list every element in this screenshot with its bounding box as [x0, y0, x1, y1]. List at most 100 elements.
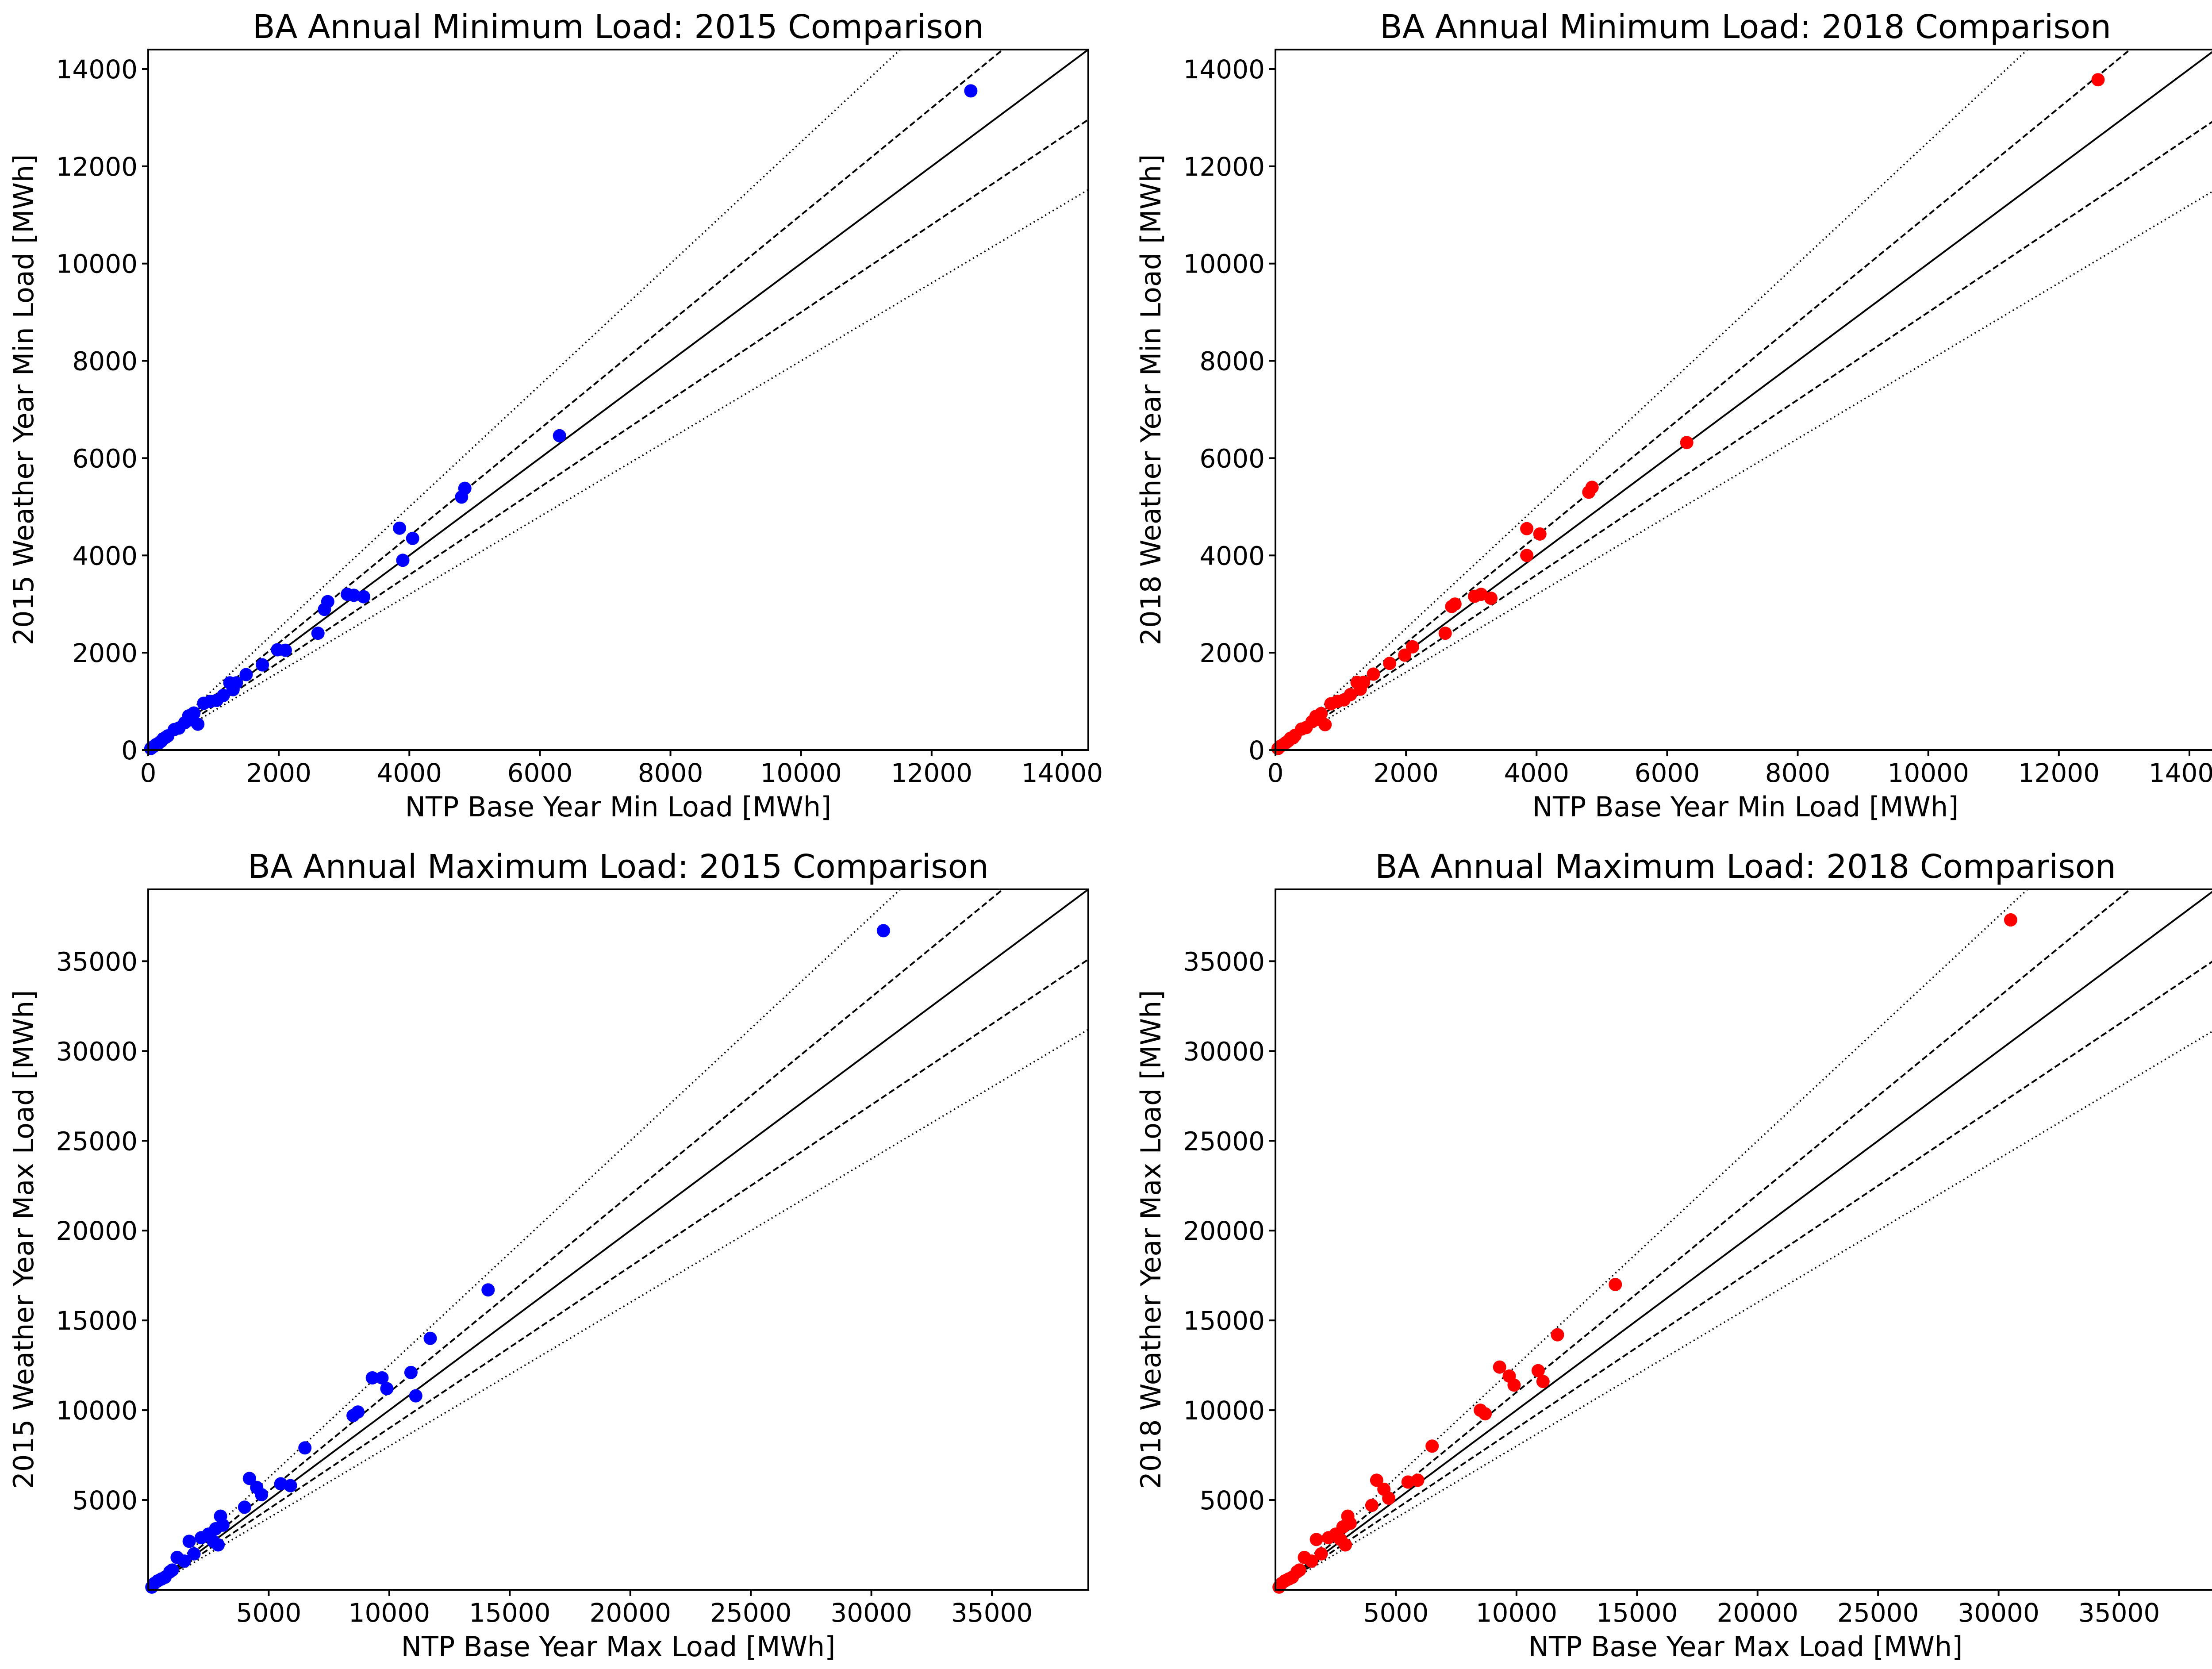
scatter-point	[1520, 549, 1534, 562]
y-tick-label: 35000	[1183, 946, 1265, 977]
y-tick-label: 10000	[56, 249, 138, 279]
y-tick-label: 4000	[1199, 541, 1265, 571]
x-tick-label: 14000	[1022, 758, 1103, 788]
x-tick-label: 25000	[710, 1598, 792, 1628]
reference-line-identity	[148, 50, 1088, 750]
x-axis-label: NTP Base Year Max Load [MWh]	[401, 1631, 836, 1663]
x-tick-label: 12000	[2018, 758, 2100, 788]
scatter-point	[409, 1389, 422, 1403]
chart-max-2015: 5000 10000 15000 20000 25000 30000 35000 5000 10…	[8, 848, 1089, 1663]
scatter-point	[321, 595, 334, 608]
chart-title: BA Annual Maximum Load: 2015 Comparison	[248, 848, 989, 886]
x-tick-label: 20000	[1717, 1598, 1798, 1628]
chart-title: BA Annual Minimum Load: 2015 Comparison	[253, 8, 984, 46]
scatter-point	[1357, 676, 1371, 689]
scatter-point	[351, 1405, 365, 1419]
y-tick-label: 30000	[1183, 1036, 1265, 1066]
scatter-point	[1520, 522, 1534, 535]
x-tick-label: 10000	[1476, 1598, 1558, 1628]
chart-min-2015: 0 2000 4000 6000 8000 10000 12000 14000 0 2000 400…	[8, 8, 1103, 823]
x-tick-label: 8000	[638, 758, 703, 788]
scatter-point	[1680, 436, 1694, 450]
scatter-point	[1438, 627, 1452, 640]
x-tick-label: 15000	[469, 1598, 551, 1628]
scatter-point	[1536, 1375, 1550, 1388]
y-tick-label: 20000	[56, 1216, 138, 1246]
reference-line-upper-10pct	[1275, 50, 2131, 750]
scatter-points	[145, 924, 890, 1594]
scatter-point	[255, 1488, 269, 1501]
x-tick-label: 10000	[349, 1598, 430, 1628]
scatter-point	[1343, 1516, 1357, 1530]
plot-frame	[1275, 888, 2212, 1591]
scatter-point	[423, 1331, 437, 1345]
scatter-point	[393, 521, 407, 535]
scatter-point	[1507, 1378, 1521, 1392]
x-tick-label: 6000	[1635, 758, 1700, 788]
y-tick-label: 4000	[72, 541, 138, 571]
scatter-point	[278, 643, 292, 657]
plot-frame	[147, 49, 1089, 751]
reference-line-upper-10pct	[148, 50, 1004, 750]
y-tick-label: 35000	[56, 946, 138, 977]
scatter-point	[256, 658, 269, 672]
scatter-point	[216, 688, 230, 702]
x-tick-label: 2000	[246, 758, 311, 788]
y-tick-label: 14000	[56, 54, 138, 85]
x-tick-label: 15000	[1596, 1598, 1678, 1628]
scatter-point	[216, 1518, 230, 1532]
y-tick-label: 6000	[72, 443, 138, 473]
scatter-point	[211, 1538, 225, 1552]
x-axis-label: NTP Base Year Min Load [MWh]	[1532, 791, 1959, 823]
x-tick-label: 14000	[2149, 758, 2212, 788]
reference-line-lower-25pct	[148, 189, 1088, 750]
reference-line-identity	[148, 889, 1088, 1590]
reference-line-identity	[1275, 51, 2212, 750]
reference-line-identity	[1275, 891, 2212, 1590]
x-tick-label: 30000	[830, 1598, 912, 1628]
scatter-point	[242, 1472, 256, 1485]
scatter-point	[177, 1554, 191, 1568]
scatter-point	[1448, 597, 1462, 611]
x-tick-label: 12000	[891, 758, 973, 788]
scatter-point	[1425, 1439, 1439, 1453]
scatter-point	[876, 924, 890, 938]
chart-min-2018: 0 2000 4000 6000 8000 10000 12000 14000 0 2000 400…	[1135, 8, 2212, 823]
scatter-point	[1411, 1473, 1425, 1487]
scatter-point	[238, 1500, 251, 1514]
scatter-point	[1585, 481, 1599, 494]
x-tick-label: 35000	[2078, 1598, 2160, 1628]
x-tick-label: 0	[140, 758, 157, 788]
scatter-point	[1365, 1499, 1379, 1512]
scatter-point	[1382, 1492, 1396, 1505]
reference-line-lower-10pct	[1275, 121, 2212, 750]
x-tick-label: 10000	[760, 758, 842, 788]
reference-line-lower-10pct	[1275, 961, 2212, 1590]
scatter-point	[239, 668, 253, 681]
x-tick-label: 20000	[589, 1598, 671, 1628]
scatter-point	[964, 84, 978, 98]
y-tick-label: 0	[121, 735, 138, 765]
y-tick-label: 5000	[1199, 1485, 1265, 1515]
reference-line-lower-10pct	[148, 958, 1088, 1590]
reference-line-lower-25pct	[1275, 1031, 2212, 1590]
x-tick-label: 25000	[1837, 1598, 1919, 1628]
y-tick-label: 2000	[72, 638, 138, 668]
scatter-point	[1305, 1554, 1318, 1568]
scatter-point	[1406, 640, 1419, 654]
y-tick-label: 12000	[1183, 152, 1265, 182]
reference-line-lower-25pct	[148, 1029, 1088, 1590]
y-tick-label: 0	[1248, 735, 1265, 765]
scatter-point	[375, 1371, 389, 1384]
scatter-point	[1531, 1364, 1545, 1377]
reference-line-lower-25pct	[1275, 191, 2212, 750]
y-tick-label: 10000	[1183, 249, 1265, 279]
x-tick-label: 35000	[951, 1598, 1033, 1628]
y-axis-label: 2015 Weather Year Max Load [MWh]	[8, 990, 40, 1489]
scatter-point	[1370, 1473, 1383, 1487]
chart-max-2018: 5000 10000 15000 20000 25000 30000 35000 5000 10…	[1135, 848, 2212, 1663]
x-tick-label: 10000	[1887, 758, 1969, 788]
scatter-points	[144, 84, 978, 755]
plot-frame	[147, 888, 1089, 1591]
